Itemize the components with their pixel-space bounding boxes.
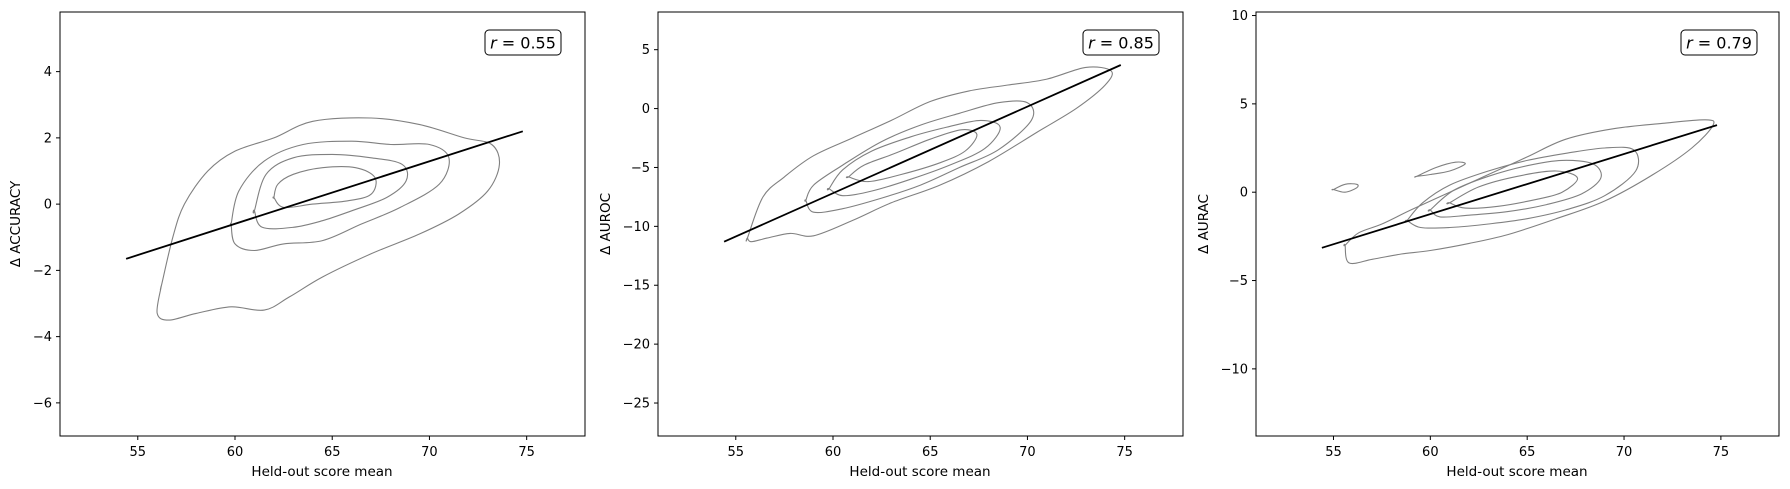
y-axis-ticks: −25 −20 −15 −10 −5 0 5	[623, 43, 658, 412]
contour-group	[156, 117, 501, 321]
panel-accuracy: 55 60 65 70 75 −6 −4 −2 0 2 4 Held-out score mean…	[8, 11, 586, 480]
x-axis-label: Held-out score mean	[849, 464, 990, 480]
x-axis-label: Held-out score mean	[1446, 464, 1587, 480]
y-tick-label: −5	[1229, 274, 1248, 289]
r-value: = 0.55	[497, 34, 556, 53]
density-contour-3	[1427, 159, 1602, 218]
correlation-annotation: r = 0.79	[1686, 34, 1752, 53]
y-axis-label: Δ AURAC	[1196, 194, 1212, 254]
contour-group	[1331, 119, 1715, 265]
y-tick-label: −10	[623, 220, 650, 235]
panel-aurac: 55 60 65 70 75 −10 −5 0 5 10 Held-out score mean…	[1196, 9, 1780, 480]
density-contour-6	[1414, 161, 1466, 178]
density-contour-1	[156, 117, 501, 321]
x-tick-label: 65	[324, 445, 341, 460]
y-tick-label: −10	[1221, 362, 1248, 377]
correlation-annotation: r = 0.85	[1088, 34, 1154, 53]
density-contour-4	[1446, 170, 1579, 209]
x-tick-label: 75	[1116, 445, 1133, 460]
density-contour-5	[1331, 183, 1359, 193]
regression-line	[125, 130, 524, 260]
x-tick-label: 55	[130, 445, 147, 460]
density-contour-2	[1404, 146, 1640, 229]
x-axis-label: Held-out score mean	[251, 464, 392, 480]
x-tick-label: 65	[1519, 445, 1536, 460]
fit-line-group	[125, 130, 524, 260]
y-tick-label: −25	[623, 397, 650, 412]
y-tick-label: −15	[623, 279, 650, 294]
y-tick-label: 2	[44, 131, 52, 146]
y-tick-label: −2	[33, 264, 52, 279]
density-contour-4	[272, 166, 377, 209]
x-tick-label: 55	[728, 445, 745, 460]
r-symbol: r	[490, 34, 498, 53]
r-symbol: r	[1088, 34, 1096, 53]
x-tick-label: 70	[1616, 445, 1633, 460]
x-tick-label: 65	[922, 445, 939, 460]
x-tick-label: 70	[1019, 445, 1036, 460]
x-axis-ticks: 55 60 65 70 75	[1325, 436, 1729, 460]
correlation-box	[1082, 29, 1160, 56]
y-axis-ticks: −10 −5 0 5 10	[1221, 9, 1256, 377]
plot-frame	[59, 11, 586, 437]
y-tick-label: −4	[33, 330, 52, 345]
y-tick-label: 0	[44, 198, 52, 213]
panel-auroc: 55 60 65 70 75 −25 −20 −15 −10 −5 0 5 Held-out sco…	[598, 11, 1184, 480]
y-tick-label: 10	[1231, 9, 1248, 24]
correlation-box	[484, 29, 562, 56]
y-axis-label: Δ ACCURACY	[8, 180, 24, 267]
y-tick-label: 0	[1240, 186, 1248, 201]
y-tick-label: −6	[33, 396, 52, 411]
x-axis-ticks: 55 60 65 70 75	[728, 436, 1133, 460]
y-axis-label: Δ AUROC	[598, 193, 614, 255]
plot-frame	[1255, 11, 1780, 437]
r-value: = 0.85	[1095, 34, 1154, 53]
density-contour-1	[1343, 119, 1715, 265]
r-value: = 0.79	[1693, 34, 1752, 53]
y-tick-label: 0	[642, 102, 650, 117]
x-tick-label: 55	[1325, 445, 1342, 460]
plot-frame	[657, 11, 1184, 437]
y-axis-ticks: −6 −4 −2 0 2 4	[33, 65, 60, 411]
y-tick-label: −5	[631, 161, 650, 176]
y-tick-label: 5	[642, 43, 650, 58]
density-contour-3	[252, 153, 409, 230]
regression-line	[1321, 124, 1718, 249]
density-contour-2	[804, 100, 1035, 214]
y-tick-label: 4	[44, 65, 52, 80]
x-axis-ticks: 55 60 65 70 75	[130, 436, 535, 460]
x-tick-label: 75	[1713, 445, 1730, 460]
correlation-annotation: r = 0.55	[490, 34, 556, 53]
r-symbol: r	[1686, 34, 1694, 53]
x-tick-label: 70	[421, 445, 438, 460]
x-tick-label: 60	[1422, 445, 1439, 460]
x-tick-label: 60	[825, 445, 842, 460]
x-tick-label: 60	[227, 445, 244, 460]
density-contour-1	[745, 66, 1113, 243]
fit-line-group	[723, 64, 1122, 243]
regression-line	[723, 64, 1122, 243]
density-contour-2	[229, 140, 450, 252]
y-tick-label: 5	[1240, 97, 1248, 112]
correlation-box	[1680, 29, 1758, 56]
x-tick-label: 75	[518, 445, 535, 460]
fit-line-group	[1321, 124, 1718, 249]
y-tick-label: −20	[623, 338, 650, 353]
